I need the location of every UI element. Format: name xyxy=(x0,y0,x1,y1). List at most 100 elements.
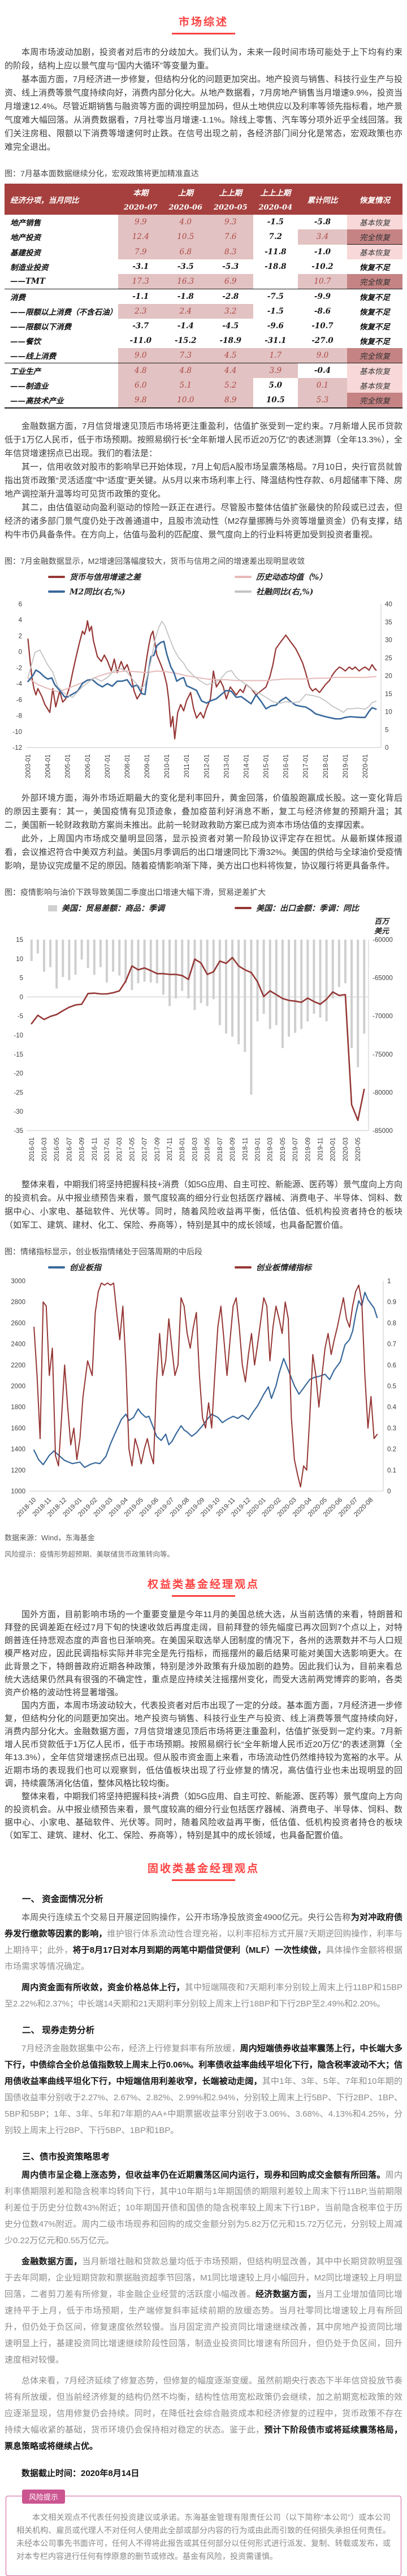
legend-item: 美国：出口金额：季调：同比 xyxy=(235,902,359,914)
svg-text:2010-01: 2010-01 xyxy=(164,754,171,778)
col-header-date: 2020-07 xyxy=(118,201,163,215)
paragraph: 其一，信用收敛对股市的影响早已开始体现，7月上旬后A股市场呈震荡格局。7月10日… xyxy=(5,462,402,499)
table-cell: 3.9 xyxy=(253,363,298,378)
svg-text:-5: -5 xyxy=(18,1013,23,1020)
svg-text:2400: 2400 xyxy=(11,1341,25,1348)
table-cell: 10.0 xyxy=(163,393,209,409)
table-cell: -9.9 xyxy=(314,292,331,301)
table-cell: 6.8 xyxy=(163,244,209,259)
paragraph: 国外方面，目前影响市场的一个重要变量是今年11月的美国总统大选，从当前选情的来看… xyxy=(5,1610,402,1697)
table-cell: -18.8 xyxy=(265,262,287,271)
table-cell xyxy=(253,274,298,289)
svg-text:-75000: -75000 xyxy=(373,1052,393,1058)
table-cell: 9.0 xyxy=(118,348,163,363)
economy-data-table: 经济分项，当月同比 本期 上期 上上期 上上上期 累计同比 恢复情况 2020-07 2020-… xyxy=(5,184,402,409)
svg-text:10: 10 xyxy=(16,956,23,963)
legend-swatch xyxy=(235,590,252,593)
legend-swatch xyxy=(48,1266,65,1269)
chart1-legend: 货币与信用增速之差 历史动态均值（%） M2同比(右,%) 社融同比(右,%) xyxy=(5,571,402,597)
legend-swatch xyxy=(48,905,57,911)
svg-text:0.7: 0.7 xyxy=(387,1341,396,1348)
table-cell: -9.6 xyxy=(267,322,284,331)
subsection-heading: 二、 现券走势分析 xyxy=(22,2026,95,2035)
svg-text:2019-05: 2019-05 xyxy=(280,1137,287,1161)
fixed-income-section-header: 固收类基金经理观点 xyxy=(0,1842,407,1881)
svg-text:0: 0 xyxy=(19,649,22,656)
svg-text:2019-01: 2019-01 xyxy=(254,1137,261,1161)
legend-label: 社融同比(右,%) xyxy=(256,588,314,597)
svg-text:30: 30 xyxy=(385,637,392,644)
table-row: ——限额以下消费 -3.7 -1.4 -4.5 -9.6 -10.7 恢复不足 xyxy=(5,319,402,333)
row-label: ——制造业 xyxy=(10,382,49,391)
svg-text:2019-03: 2019-03 xyxy=(267,1137,274,1161)
table-cell: -1.8 xyxy=(177,292,194,301)
table-row: 制造业投资 -3.1 -3.5 -5.3 -18.8 -10.2 恢复不足 xyxy=(5,259,402,274)
paragraph: 此外，上周国内市场成交量明显回落，显示投资者对第一阶段协议评定存在担忧。从最新媒… xyxy=(5,834,402,871)
legend-item: 历史动态均值（%） xyxy=(235,571,359,583)
table-cell: 3.2 xyxy=(208,304,253,319)
paragraph: 整体来看，中期我们将坚持把握科技+消费（如5G应用、自主可控、新能源、医药等）景… xyxy=(5,1792,402,1840)
svg-text:2019-01: 2019-01 xyxy=(343,754,349,778)
table-cell: 9.9 xyxy=(118,215,163,229)
svg-text:2020-05: 2020-05 xyxy=(355,1137,362,1161)
disclaimer-badge: 风险提示 xyxy=(22,2490,66,2504)
svg-text:0.2: 0.2 xyxy=(387,1446,396,1453)
svg-text:1400: 1400 xyxy=(11,1446,25,1453)
table-cell: 4.8 xyxy=(118,363,163,378)
row-label: ——限额以上消费（不含石油） xyxy=(10,308,117,317)
chart2-caption: 图：疫情影响与油价下跌导致美国二季度出口增速大幅下滑，贸易逆差扩大 xyxy=(5,888,266,897)
svg-text:0.6: 0.6 xyxy=(387,1362,396,1369)
paragraph: 外部环境方面，海外市场近期最大的变化是利率回升，黄金回落，价值股跑赢成长股。这一… xyxy=(5,793,402,830)
table-cell: 7.6 xyxy=(208,229,253,245)
table-cell: 10.5 xyxy=(163,229,209,245)
svg-text:2013-01: 2013-01 xyxy=(223,754,230,778)
recovery-status-cell: 恢复不足 xyxy=(359,293,390,302)
row-label: ——限额以下消费 xyxy=(10,323,71,332)
title-underline xyxy=(172,33,235,34)
paragraph: 基本面方面，7月经济进一步修复，但结构分化的问题更加突出。地产投资与销售、科技行… xyxy=(5,75,402,152)
svg-text:0.9: 0.9 xyxy=(387,1299,396,1306)
svg-text:0: 0 xyxy=(387,1488,391,1495)
us-trade-bar-line-chart: -35 -30 -25 -20 -15 -10 -5 0 5 10 15 -85000 -80000 -7… xyxy=(14,918,393,1161)
svg-text:2200: 2200 xyxy=(11,1362,25,1369)
svg-text:2017-01: 2017-01 xyxy=(303,754,310,778)
legend-label: 历史动态均值（%） xyxy=(256,573,327,582)
table-cell: -7.5 xyxy=(267,292,284,301)
col-header-period: 上上期 xyxy=(208,184,253,201)
section-title-fixed-income: 固收类基金经理观点 xyxy=(147,1863,259,1875)
table-cell: 6.9 xyxy=(208,274,253,289)
col-header-recovery: 恢复情况 xyxy=(347,184,402,215)
svg-text:2004-01: 2004-01 xyxy=(45,754,52,778)
table-cell: -11.8 xyxy=(265,247,287,257)
svg-text:2800: 2800 xyxy=(11,1299,25,1306)
risk-note: 风险提示：疫情形势超预期、美联储货币政策转向等。 xyxy=(5,1550,175,1558)
market-overview-paragraphs: 本周市场波动加剧，投资者对后市的分歧加大。我们认为，未来一段时间市场可能处于上下… xyxy=(5,46,402,154)
table-cell: 4.5 xyxy=(208,348,253,363)
table-cell: 4.0 xyxy=(163,215,209,229)
svg-text:2018-05: 2018-05 xyxy=(205,1137,211,1161)
col-header-cumulative: 累计同比 xyxy=(298,184,347,215)
disclaimer-box: 风险提示 本文相关观点不代表任何投资建议或承诺。东海基金管理有限责任公司（以下简… xyxy=(6,2490,401,2576)
recovery-status-cell: 完全恢复 xyxy=(347,393,402,409)
col-header-date: 2020-04 xyxy=(253,201,298,215)
table-cell: 9.0 xyxy=(298,348,347,363)
svg-text:2019-11: 2019-11 xyxy=(318,1137,324,1161)
col-header-period: 本期 xyxy=(118,184,163,201)
svg-text:2020-03: 2020-03 xyxy=(343,1137,349,1161)
table-cell: 0.1 xyxy=(298,378,347,393)
svg-text:0.5: 0.5 xyxy=(387,1383,396,1390)
svg-text:10: 10 xyxy=(385,709,392,716)
table-cell: -1.1 xyxy=(132,292,149,301)
svg-text:百万美元: 百万美元 xyxy=(374,918,391,936)
table-cell: 6.0 xyxy=(118,378,163,393)
chart3-caption: 图：情绪指标显示，创业板指情绪处于回落周期的中后段 xyxy=(5,1247,202,1256)
table-cell: -3.7 xyxy=(132,322,149,331)
chart3-legend: 创业板指 创业板情绪指标 xyxy=(5,1262,402,1273)
chart2-legend: 美国：贸易差额：商品：季调 美国：出口金额：季调：同比 xyxy=(5,902,402,914)
table-cell: -1.0 xyxy=(314,247,331,257)
row-label: 地产投资 xyxy=(10,233,41,243)
svg-text:2017-07: 2017-07 xyxy=(142,1137,149,1161)
svg-text:2019-09: 2019-09 xyxy=(305,1137,311,1161)
table-cell: -18.9 xyxy=(219,336,242,345)
svg-text:-10: -10 xyxy=(14,1032,23,1039)
